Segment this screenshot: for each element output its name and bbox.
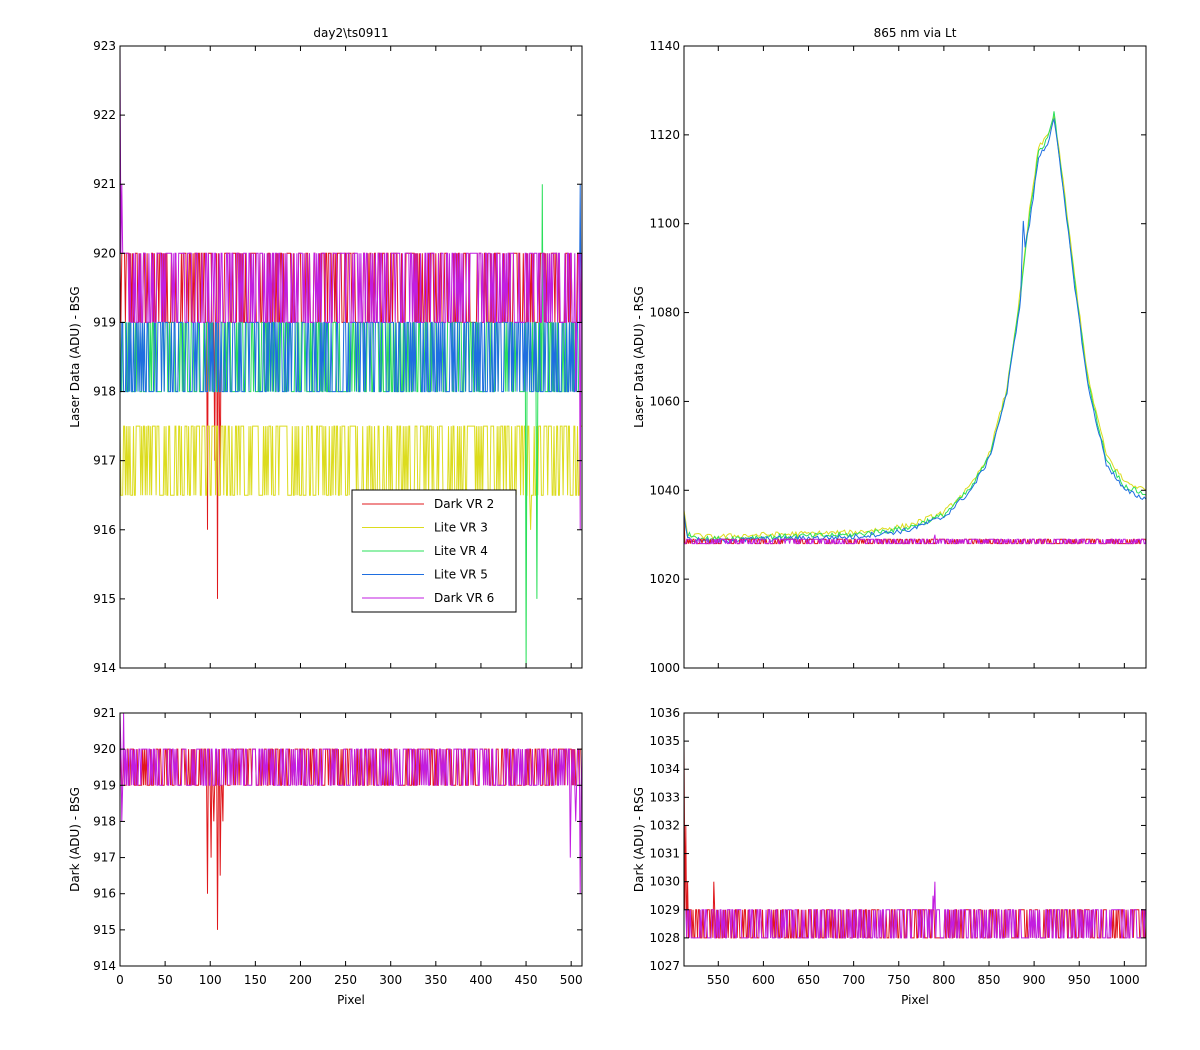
y-axis-label: Laser Data (ADU) - BSG — [68, 286, 82, 427]
series-line-lite-vr-5 — [684, 117, 1146, 544]
y-tick-label: 919 — [93, 315, 116, 329]
y-tick-label: 916 — [93, 887, 116, 901]
series-line-lite-vr-3 — [120, 425, 582, 530]
x-tick-label: 150 — [244, 973, 267, 987]
y-tick-label: 920 — [93, 742, 116, 756]
y-tick-label: 1032 — [649, 818, 680, 832]
y-tick-label: 923 — [93, 39, 116, 53]
axes-frame — [119, 712, 583, 967]
y-tick-label: 915 — [93, 592, 116, 606]
x-tick-label: 0 — [116, 973, 124, 987]
y-tick-label: 921 — [93, 706, 116, 720]
y-tick-label: 1034 — [649, 762, 680, 776]
y-tick-label: 916 — [93, 523, 116, 537]
x-tick-label: 100 — [199, 973, 222, 987]
y-tick-label: 1033 — [649, 790, 680, 804]
x-tick-label: 600 — [752, 973, 775, 987]
y-tick-label: 917 — [93, 851, 116, 865]
y-axis-label: Dark (ADU) - RSG — [632, 787, 646, 892]
y-tick-label: 1031 — [649, 847, 680, 861]
x-tick-label: 950 — [1068, 973, 1091, 987]
y-tick-label: 1120 — [649, 128, 680, 142]
y-tick-label: 1060 — [649, 394, 680, 408]
panel-bottom-left: 0 50 100 150 200 250 300 350 400 450 500 914 915 916 9… — [68, 706, 583, 1007]
series-group — [684, 741, 1146, 939]
x-tick-label: 700 — [842, 973, 865, 987]
x-tick-label: 200 — [289, 973, 312, 987]
x-tick-label: 400 — [469, 973, 492, 987]
x-tick-label: 300 — [379, 973, 402, 987]
series-line-lite-vr-3 — [684, 116, 1146, 540]
x-tick-label: 250 — [334, 973, 357, 987]
y-tick-label: 1100 — [649, 217, 680, 231]
x-tick-label: 450 — [515, 973, 538, 987]
y-tick-label: 1080 — [649, 306, 680, 320]
y-tick-label: 920 — [93, 246, 116, 260]
series-group — [684, 111, 1146, 545]
y-tick-label: 915 — [93, 923, 116, 937]
axes-frame — [683, 712, 1147, 967]
legend-label: Lite VR 5 — [434, 568, 488, 582]
x-tick-label: 750 — [887, 973, 910, 987]
y-tick-label: 918 — [93, 385, 116, 399]
x-tick-label: 800 — [932, 973, 955, 987]
panel-top-right: 1000 1020 1040 1060 1080 1100 1120 1140 865 nm v… — [632, 26, 1147, 675]
y-tick-label: 1040 — [649, 483, 680, 497]
y-tick-label: 1027 — [649, 959, 680, 973]
y-tick-label: 1140 — [649, 39, 680, 53]
legend: Dark VR 2 Lite VR 3 Lite VR 4 Lite VR 5 Dark… — [351, 489, 517, 613]
y-tick-label: 1036 — [649, 706, 680, 720]
y-axis-label: Laser Data (ADU) - RSG — [632, 286, 646, 428]
plot-area — [684, 46, 1146, 668]
x-tick-label: 500 — [560, 973, 583, 987]
y-tick-label: 1029 — [649, 903, 680, 917]
legend-label: Lite VR 3 — [434, 521, 488, 535]
y-tick-label: 919 — [93, 778, 116, 792]
series-group — [120, 46, 582, 668]
series-line-dark-vr-6 — [684, 881, 1146, 939]
x-tick-label: 1000 — [1109, 973, 1140, 987]
x-axis-label: Pixel — [901, 993, 929, 1007]
chart-title: 865 nm via Lt — [874, 26, 957, 40]
y-tick-label: 1030 — [649, 875, 680, 889]
legend-label: Dark VR 2 — [434, 497, 494, 511]
x-tick-label: 900 — [1023, 973, 1046, 987]
y-tick-label: 1035 — [649, 734, 680, 748]
y-tick-label: 918 — [93, 814, 116, 828]
x-axis-label: Pixel — [337, 993, 365, 1007]
chart-title: day2\ts0911 — [313, 26, 388, 40]
x-tick-label: 550 — [707, 973, 730, 987]
axes-frame — [119, 45, 583, 669]
legend-label: Dark VR 6 — [434, 591, 494, 605]
y-tick-label: 1020 — [649, 572, 680, 586]
x-tick-label: 350 — [424, 973, 447, 987]
y-tick-label: 922 — [93, 108, 116, 122]
y-tick-label: 1028 — [649, 931, 680, 945]
y-axis-label: Dark (ADU) - BSG — [68, 787, 82, 892]
panel-bottom-right: 550 600 650 700 750 800 850 900 950 1000 1027 1028 1… — [632, 706, 1147, 1007]
x-tick-label: 650 — [797, 973, 820, 987]
y-tick-label: 914 — [93, 661, 116, 675]
legend-label: Lite VR 4 — [434, 544, 488, 558]
series-line-dark-vr-6 — [120, 713, 582, 894]
series-line-dark-vr-6 — [684, 534, 1146, 545]
series-line-dark-vr-6 — [120, 46, 582, 530]
x-tick-label: 50 — [157, 973, 172, 987]
x-tick-label: 850 — [978, 973, 1001, 987]
y-tick-label: 1000 — [649, 661, 680, 675]
y-tick-label: 921 — [93, 177, 116, 191]
y-tick-label: 914 — [93, 959, 116, 973]
series-group — [120, 713, 582, 930]
axes-frame — [683, 45, 1147, 669]
y-tick-label: 917 — [93, 454, 116, 468]
